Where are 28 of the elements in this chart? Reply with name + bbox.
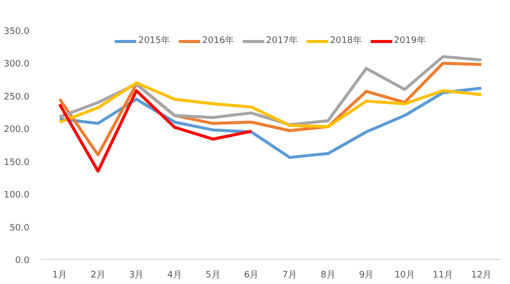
x-tick-label: 12月 bbox=[471, 270, 492, 280]
y-tick-label: 150.0 bbox=[4, 158, 30, 168]
y-tick-label: 300.0 bbox=[4, 60, 30, 70]
legend-label: 2016年 bbox=[202, 34, 234, 47]
line-series bbox=[58, 55, 483, 126]
y-tick-label: 0.0 bbox=[15, 256, 30, 266]
x-tick-label: 11月 bbox=[432, 270, 454, 280]
x-tick-label: 2月 bbox=[90, 270, 106, 280]
x-tick-label: 10月 bbox=[394, 270, 415, 280]
legend-label: 2018年 bbox=[330, 34, 362, 47]
legend-label: 2015年 bbox=[138, 34, 170, 47]
x-tick-label: 3月 bbox=[128, 270, 144, 280]
legend-label: 2017年 bbox=[266, 34, 298, 47]
y-tick-label: 200.0 bbox=[4, 125, 30, 136]
y-tick-label: 100.0 bbox=[4, 190, 30, 201]
y-tick-label: 50.0 bbox=[9, 223, 30, 234]
legend-label: 2019年 bbox=[394, 34, 426, 47]
line-series bbox=[58, 89, 253, 173]
line-series bbox=[58, 81, 483, 128]
x-tick-label: 8月 bbox=[320, 270, 336, 280]
y-tick-label: 350.0 bbox=[4, 27, 30, 37]
x-tick-label: 9月 bbox=[358, 270, 374, 280]
x-tick-label: 6月 bbox=[244, 270, 259, 280]
x-tick-label: 4月 bbox=[167, 270, 182, 280]
x-tick-label: 1月 bbox=[52, 270, 68, 280]
y-tick-label: 250.0 bbox=[4, 92, 30, 102]
x-tick-label: 5月 bbox=[206, 270, 220, 280]
x-tick-label: 7月 bbox=[282, 270, 298, 280]
